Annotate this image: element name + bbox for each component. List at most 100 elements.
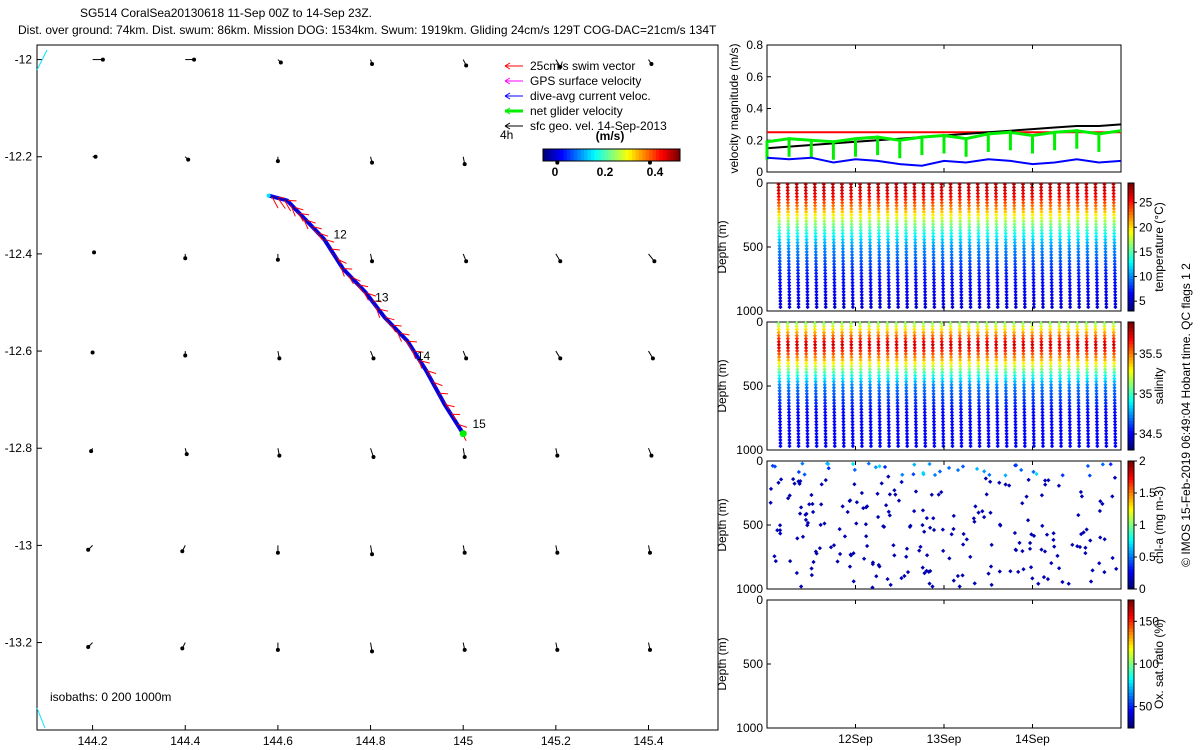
oxygen-colorbar-cell [1128, 600, 1134, 604]
temperature-sample-point [795, 212, 800, 218]
temperature-sample-point [984, 182, 989, 187]
temperature-sample-point [903, 212, 908, 218]
temperature-sample-point [931, 277, 937, 282]
temperature-sample-point [985, 219, 990, 224]
temperature-sample-point [976, 228, 981, 233]
temperature-sample-point [993, 197, 999, 202]
temperature-sample-point [941, 301, 946, 307]
temperature-sample-point [975, 191, 980, 196]
temperature-sample-point [830, 188, 836, 193]
temperature-sample-point [787, 305, 792, 310]
temperature-sample-point [822, 243, 827, 248]
temperature-sample-point [949, 240, 954, 245]
temperature-sample-point [785, 212, 791, 218]
temperature-sample-point [940, 252, 945, 258]
temperature-sample-point [894, 191, 899, 196]
salinity-colorbar-cell [1128, 344, 1134, 349]
geo-vector-head [462, 455, 467, 460]
temperature-sample-point [885, 215, 890, 221]
temperature-sample-point [831, 225, 836, 230]
temperature-sample-point [867, 222, 872, 227]
temperature-sample-point [957, 185, 962, 190]
temperature-sample-point [949, 249, 954, 254]
chla-colorbar-cell [1128, 470, 1134, 475]
temperature-sample-point [832, 277, 837, 282]
temperature-sample-point [931, 265, 936, 270]
map-colorbar-cell [549, 149, 554, 161]
temperature-colorbar-cell [1128, 266, 1134, 270]
temperature-sample-point [967, 249, 972, 254]
temperature-sample-point [859, 268, 864, 273]
temperature-sample-point [895, 268, 900, 273]
temperature-sample-point [804, 237, 809, 242]
temperature-sample-point [778, 298, 783, 304]
legend-arrowhead [504, 122, 511, 130]
oxygen-colorbar-cell [1128, 712, 1134, 716]
oxygen-colorbar-cell [1128, 654, 1134, 659]
temperature-sample-point [940, 265, 945, 270]
temperature-sample-point [976, 222, 981, 227]
temperature-sample-point [966, 209, 972, 215]
map-colorbar-cell [573, 149, 578, 161]
temperature-sample-point [984, 194, 990, 199]
temperature-sample-point [984, 188, 989, 193]
temperature-sample-point [941, 292, 946, 297]
temperature-sample-point [985, 255, 991, 261]
temperature-sample-point [832, 286, 837, 291]
temperature-sample-point [822, 240, 827, 245]
temperature-sample-point [795, 243, 800, 248]
temperature-sample-point [831, 219, 836, 224]
temperature-sample-point [877, 274, 882, 279]
chla-colorbar-cell [1128, 489, 1134, 494]
temperature-sample-point [940, 234, 945, 239]
temperature-sample-point [895, 280, 900, 285]
temperature-sample-point [868, 298, 874, 304]
temperature-sample-point [967, 265, 973, 270]
temperature-sample-point [959, 289, 964, 294]
map-y-tick-label: -12.6 [5, 344, 33, 358]
temperature-sample-point [812, 182, 817, 187]
temperature-colorbar-cell [1128, 211, 1134, 216]
temperature-sample-point [795, 225, 800, 230]
temperature-sample-point [894, 200, 899, 205]
temperature-sample-point [839, 194, 845, 199]
temperature-sample-point [849, 225, 854, 230]
map-colorbar-cell [649, 149, 654, 161]
temperature-sample-point [830, 191, 836, 196]
temperature-sample-point [805, 295, 810, 301]
geo-vector-head [371, 455, 376, 460]
temperature-sample-point [776, 182, 781, 187]
map-y-tick-label: -13.2 [5, 636, 33, 650]
temperature-sample-point [877, 277, 882, 282]
temperature-sample-point [849, 243, 855, 248]
temperature-sample-point [904, 271, 909, 276]
temperature-sample-point [894, 182, 899, 187]
temperature-sample-point [967, 268, 973, 273]
temperature-sample-point [849, 252, 855, 258]
swim-vector [425, 370, 437, 374]
temperature-colorbar-tick-label: 15 [1139, 245, 1153, 259]
temperature-sample-point [830, 197, 836, 202]
temperature-sample-point [975, 197, 981, 202]
temperature-sample-point [822, 203, 827, 208]
oxygen-colorbar-cell [1128, 664, 1134, 668]
map-colorbar-cell [587, 149, 592, 161]
temperature-sample-point [804, 268, 810, 273]
temperature-sample-point [859, 305, 865, 310]
temperature-sample-point [948, 185, 953, 190]
temperature-sample-point [813, 268, 819, 273]
temperature-sample-point [931, 258, 936, 264]
temperature-sample-point [967, 246, 972, 251]
temperature-sample-point [867, 188, 872, 193]
temperature-sample-point [821, 194, 827, 199]
swim-vector [365, 292, 377, 297]
temperature-sample-point [805, 298, 810, 304]
geo-vector-head [370, 552, 375, 557]
temperature-sample-point [976, 209, 981, 215]
temperature-sample-point [859, 265, 864, 270]
temperature-sample-point [876, 185, 881, 190]
oxygen-colorbar-cell [1128, 667, 1134, 671]
temperature-y-tick-label: 1000 [736, 304, 763, 318]
temperature-sample-point [777, 237, 782, 242]
temperature-sample-point [931, 286, 937, 291]
